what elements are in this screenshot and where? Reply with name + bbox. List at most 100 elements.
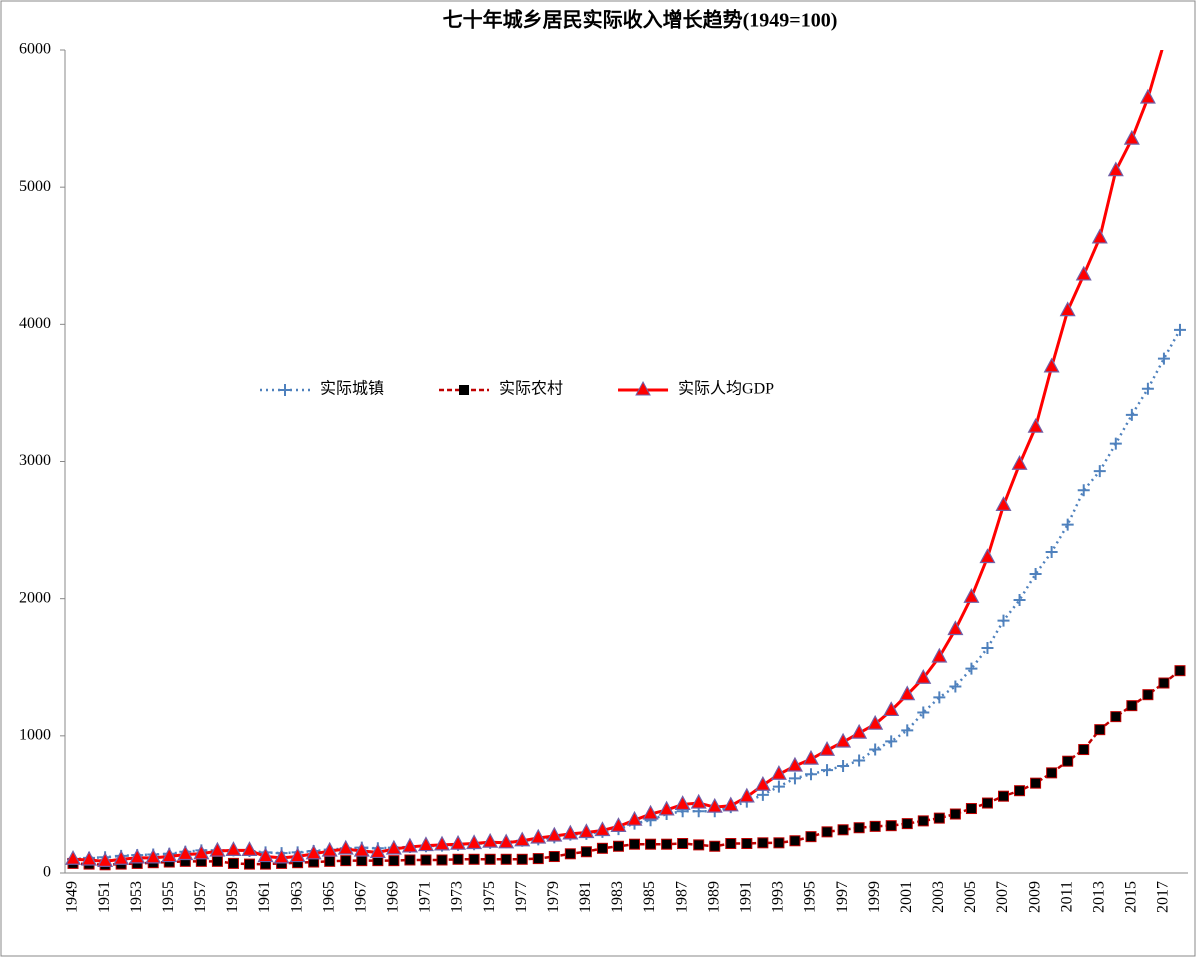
point-marker: [596, 842, 608, 854]
point-marker: [1123, 129, 1140, 145]
point-marker: [837, 824, 849, 836]
x-tick-label: 1967: [352, 881, 369, 913]
point-marker: [452, 853, 464, 865]
point-marker: [1126, 700, 1138, 712]
point-marker: [1029, 567, 1042, 580]
x-tick-label: 1993: [770, 881, 787, 913]
point-marker: [949, 680, 962, 693]
point-marker: [979, 548, 996, 564]
point-marker: [516, 853, 528, 865]
point-marker: [851, 723, 868, 739]
point-marker: [1174, 665, 1186, 677]
x-tick-label: 1991: [737, 881, 754, 913]
point-marker: [995, 496, 1012, 511]
point-marker: [885, 820, 897, 832]
point-marker: [963, 588, 980, 603]
x-tick-label: 1953: [128, 881, 145, 913]
point-marker: [901, 818, 913, 830]
point-marker: [1139, 88, 1156, 104]
y-tick-label: 5000: [19, 178, 51, 195]
point-marker: [677, 838, 689, 850]
point-marker: [917, 706, 930, 719]
point-marker: [917, 815, 929, 827]
point-marker: [805, 831, 817, 843]
point-marker: [1059, 301, 1076, 317]
point-marker: [97, 852, 114, 867]
point-marker: [1094, 724, 1106, 736]
y-tick-label: 2000: [19, 589, 51, 606]
legend-label: 实际城镇: [320, 380, 384, 398]
point-marker: [1043, 357, 1060, 373]
point-marker: [933, 691, 946, 704]
point-marker: [853, 754, 866, 767]
point-marker: [757, 837, 769, 849]
point-marker: [885, 735, 898, 748]
y-tick-label: 3000: [19, 452, 51, 469]
x-tick-label: 1963: [288, 881, 305, 913]
x-tick-label: 1973: [449, 881, 466, 913]
point-marker: [417, 836, 434, 852]
x-tick-label: 1997: [834, 881, 851, 913]
legend-item: 实际城镇: [260, 380, 384, 398]
x-tick-label: 1975: [481, 881, 498, 913]
point-marker: [1061, 518, 1074, 531]
point-marker: [1013, 594, 1026, 607]
point-marker: [1030, 777, 1042, 789]
x-tick-label: 1949: [64, 881, 81, 913]
point-marker: [931, 647, 948, 663]
point-marker: [530, 828, 547, 844]
point-marker: [949, 808, 961, 820]
legend-item: 实际人均GDP: [618, 380, 774, 398]
point-marker: [612, 840, 624, 852]
point-marker: [273, 848, 290, 864]
x-tick-label: 1983: [609, 881, 626, 913]
point-marker: [722, 796, 739, 812]
point-marker: [532, 853, 544, 865]
point-marker: [1093, 465, 1106, 478]
point-marker: [869, 743, 882, 756]
point-marker: [741, 838, 753, 850]
point-marker: [81, 850, 98, 866]
x-tick-label: 1981: [577, 881, 594, 913]
x-tick-label: 1985: [641, 881, 658, 913]
x-tick-label: 1977: [513, 881, 530, 913]
point-marker: [709, 840, 721, 852]
point-marker: [1046, 767, 1058, 779]
point-marker: [1110, 711, 1122, 723]
point-marker: [468, 853, 480, 865]
point-marker: [998, 790, 1010, 802]
x-tick-label: 2005: [962, 881, 979, 913]
point-marker: [693, 839, 705, 851]
x-tick-label: 2011: [1058, 881, 1075, 912]
point-marker: [369, 843, 386, 859]
point-marker: [548, 851, 560, 863]
point-marker: [211, 855, 223, 867]
point-marker: [500, 853, 512, 865]
point-marker: [626, 810, 643, 826]
point-marker: [674, 795, 691, 811]
point-marker: [1125, 408, 1138, 421]
point-marker: [756, 788, 769, 801]
point-marker: [356, 855, 368, 867]
point-marker: [1045, 546, 1058, 559]
point-marker: [642, 804, 659, 820]
point-marker: [1011, 454, 1028, 470]
plot-area: [65, 50, 1186, 871]
x-tick-label: 1971: [417, 881, 434, 913]
point-marker: [738, 787, 755, 803]
series-line: [72, 669, 1181, 867]
legend-label: 实际农村: [499, 380, 563, 398]
x-tick-label: 1957: [192, 881, 209, 913]
x-tick-label: 2013: [1090, 881, 1107, 913]
point-marker: [899, 685, 916, 701]
point-marker: [821, 764, 834, 777]
point-marker: [658, 800, 675, 816]
point-marker: [869, 820, 881, 832]
point-marker: [1091, 228, 1108, 244]
point-marker: [388, 855, 400, 867]
point-marker: [754, 775, 771, 791]
point-marker: [947, 620, 964, 636]
